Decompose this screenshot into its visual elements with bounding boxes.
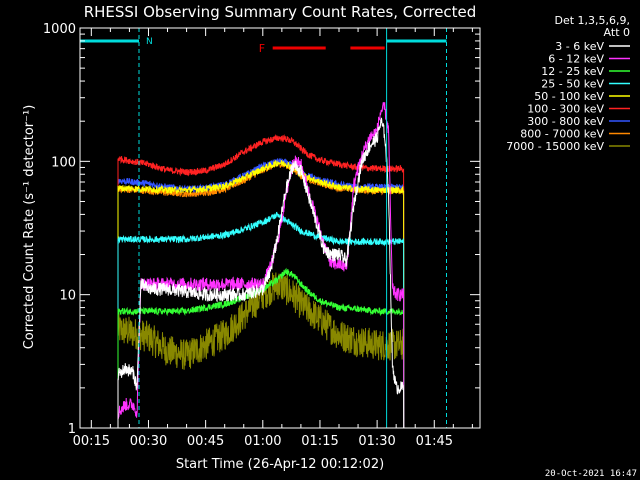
series-line-100-300-kev (117, 134, 405, 428)
legend-title: Det 1,3,5,6,9, (554, 14, 630, 27)
legend-entry-label: 3 - 6 keV (555, 40, 604, 53)
x-tick-label: 01:00 (244, 434, 281, 449)
y-tick-label: 1 (68, 422, 76, 437)
axes: 00:15 00:30 00:45 01:00 01:15 01:30 01:45 1 10 10… (43, 22, 481, 449)
legend-entry-label: 50 - 100 keV (534, 90, 604, 103)
legend-entry-label: 7000 - 15000 keV (506, 140, 604, 153)
plot-frame (79, 27, 481, 429)
y-tick-label: 1000 (43, 22, 76, 37)
series-line-300-800-kev (117, 157, 405, 428)
y-tick-label: 100 (51, 155, 76, 170)
plot-area (117, 102, 405, 428)
legend-entry-label: 100 - 300 keV (527, 103, 604, 116)
flare-marker-label: F (259, 42, 265, 55)
x-tick-label: 00:45 (187, 434, 224, 449)
x-tick-label: 00:30 (130, 434, 167, 449)
x-tick-label: 00:15 (73, 434, 110, 449)
y-axis-label: Corrected Count Rate (s⁻¹ detector⁻¹) (22, 105, 37, 350)
series-line-6-12-kev (117, 102, 405, 428)
legend-entry-label: 800 - 7000 keV (520, 128, 604, 141)
x-tick-label: 01:15 (301, 434, 338, 449)
legend-entry-label: 300 - 800 keV (527, 115, 604, 128)
night-marker-label: N (146, 37, 153, 47)
legend-title: Att 0 (604, 26, 630, 39)
series-line-3-6-kev (117, 117, 405, 428)
legend-entry-label: 25 - 50 keV (541, 78, 604, 91)
y-tick-label: 10 (59, 289, 76, 304)
series-line-25-50-kev (117, 211, 405, 428)
chart-title: RHESSI Observing Summary Count Rates, Co… (84, 3, 477, 21)
series-group (117, 102, 405, 428)
legend-entry-label: 6 - 12 keV (548, 53, 604, 66)
timestamp: 20-Oct-2021 16:47 (545, 469, 637, 479)
legend-entry-label: 12 - 25 keV (541, 65, 604, 78)
x-tick-label: 01:45 (416, 434, 453, 449)
x-tick-label: 01:30 (358, 434, 395, 449)
x-axis-label: Start Time (26-Apr-12 00:12:02) (176, 457, 384, 472)
